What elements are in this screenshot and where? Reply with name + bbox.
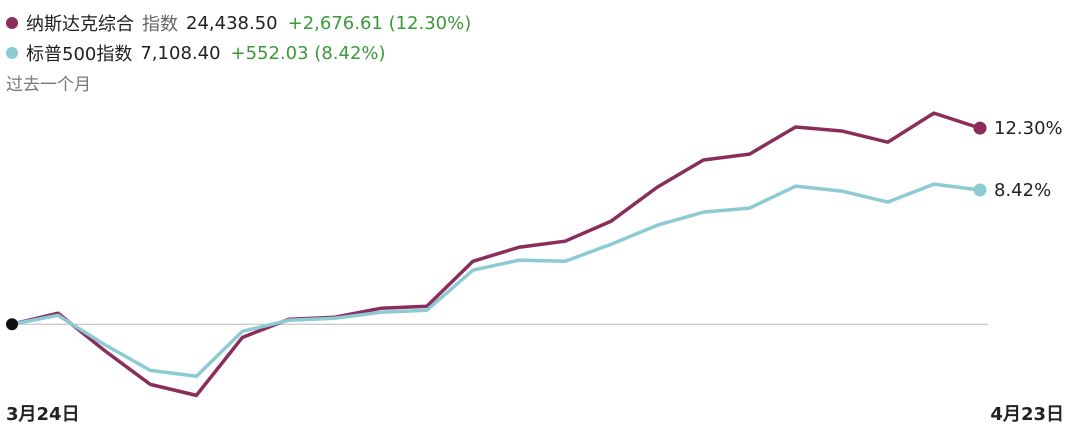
series-kind: 指数	[142, 14, 178, 35]
index-level: 24,438.50	[186, 12, 278, 34]
index-level: 7,108.40	[140, 42, 221, 64]
index-change: +2,676.61 (12.30%)	[287, 12, 472, 34]
series-name: 标普500指数	[26, 44, 133, 65]
legend-entry: 纳斯达克综合 指数 24,438.50 +2,676.61 (12.30%)	[0, 8, 471, 38]
end-label: 8.42%	[994, 180, 1051, 201]
legend-marker	[6, 17, 18, 29]
start-dot	[6, 318, 18, 331]
index-change: +552.03 (8.42%)	[230, 42, 386, 64]
end-label: 12.30%	[994, 118, 1063, 139]
x-tick-label: 4月23日	[990, 404, 1064, 425]
series-line	[11, 111, 981, 398]
legend-rows: 纳斯达克综合 指数 24,438.50 +2,676.61 (12.30%) 标普500…	[0, 8, 471, 68]
legend-marker	[6, 47, 18, 59]
series-name: 纳斯达克综合	[26, 14, 134, 35]
x-tick-label: 3月24日	[6, 404, 80, 425]
end-dot	[973, 183, 987, 197]
subtitle: 过去一个月	[6, 74, 91, 95]
legend: 纳斯达克综合 指数 24,438.50 +2,676.61 (12.30%) 标普500…	[0, 8, 471, 96]
end-dot	[973, 121, 987, 135]
series-line	[11, 182, 981, 379]
legend-entry: 标普500指数 7,108.40 +552.03 (8.42%)	[0, 38, 471, 68]
